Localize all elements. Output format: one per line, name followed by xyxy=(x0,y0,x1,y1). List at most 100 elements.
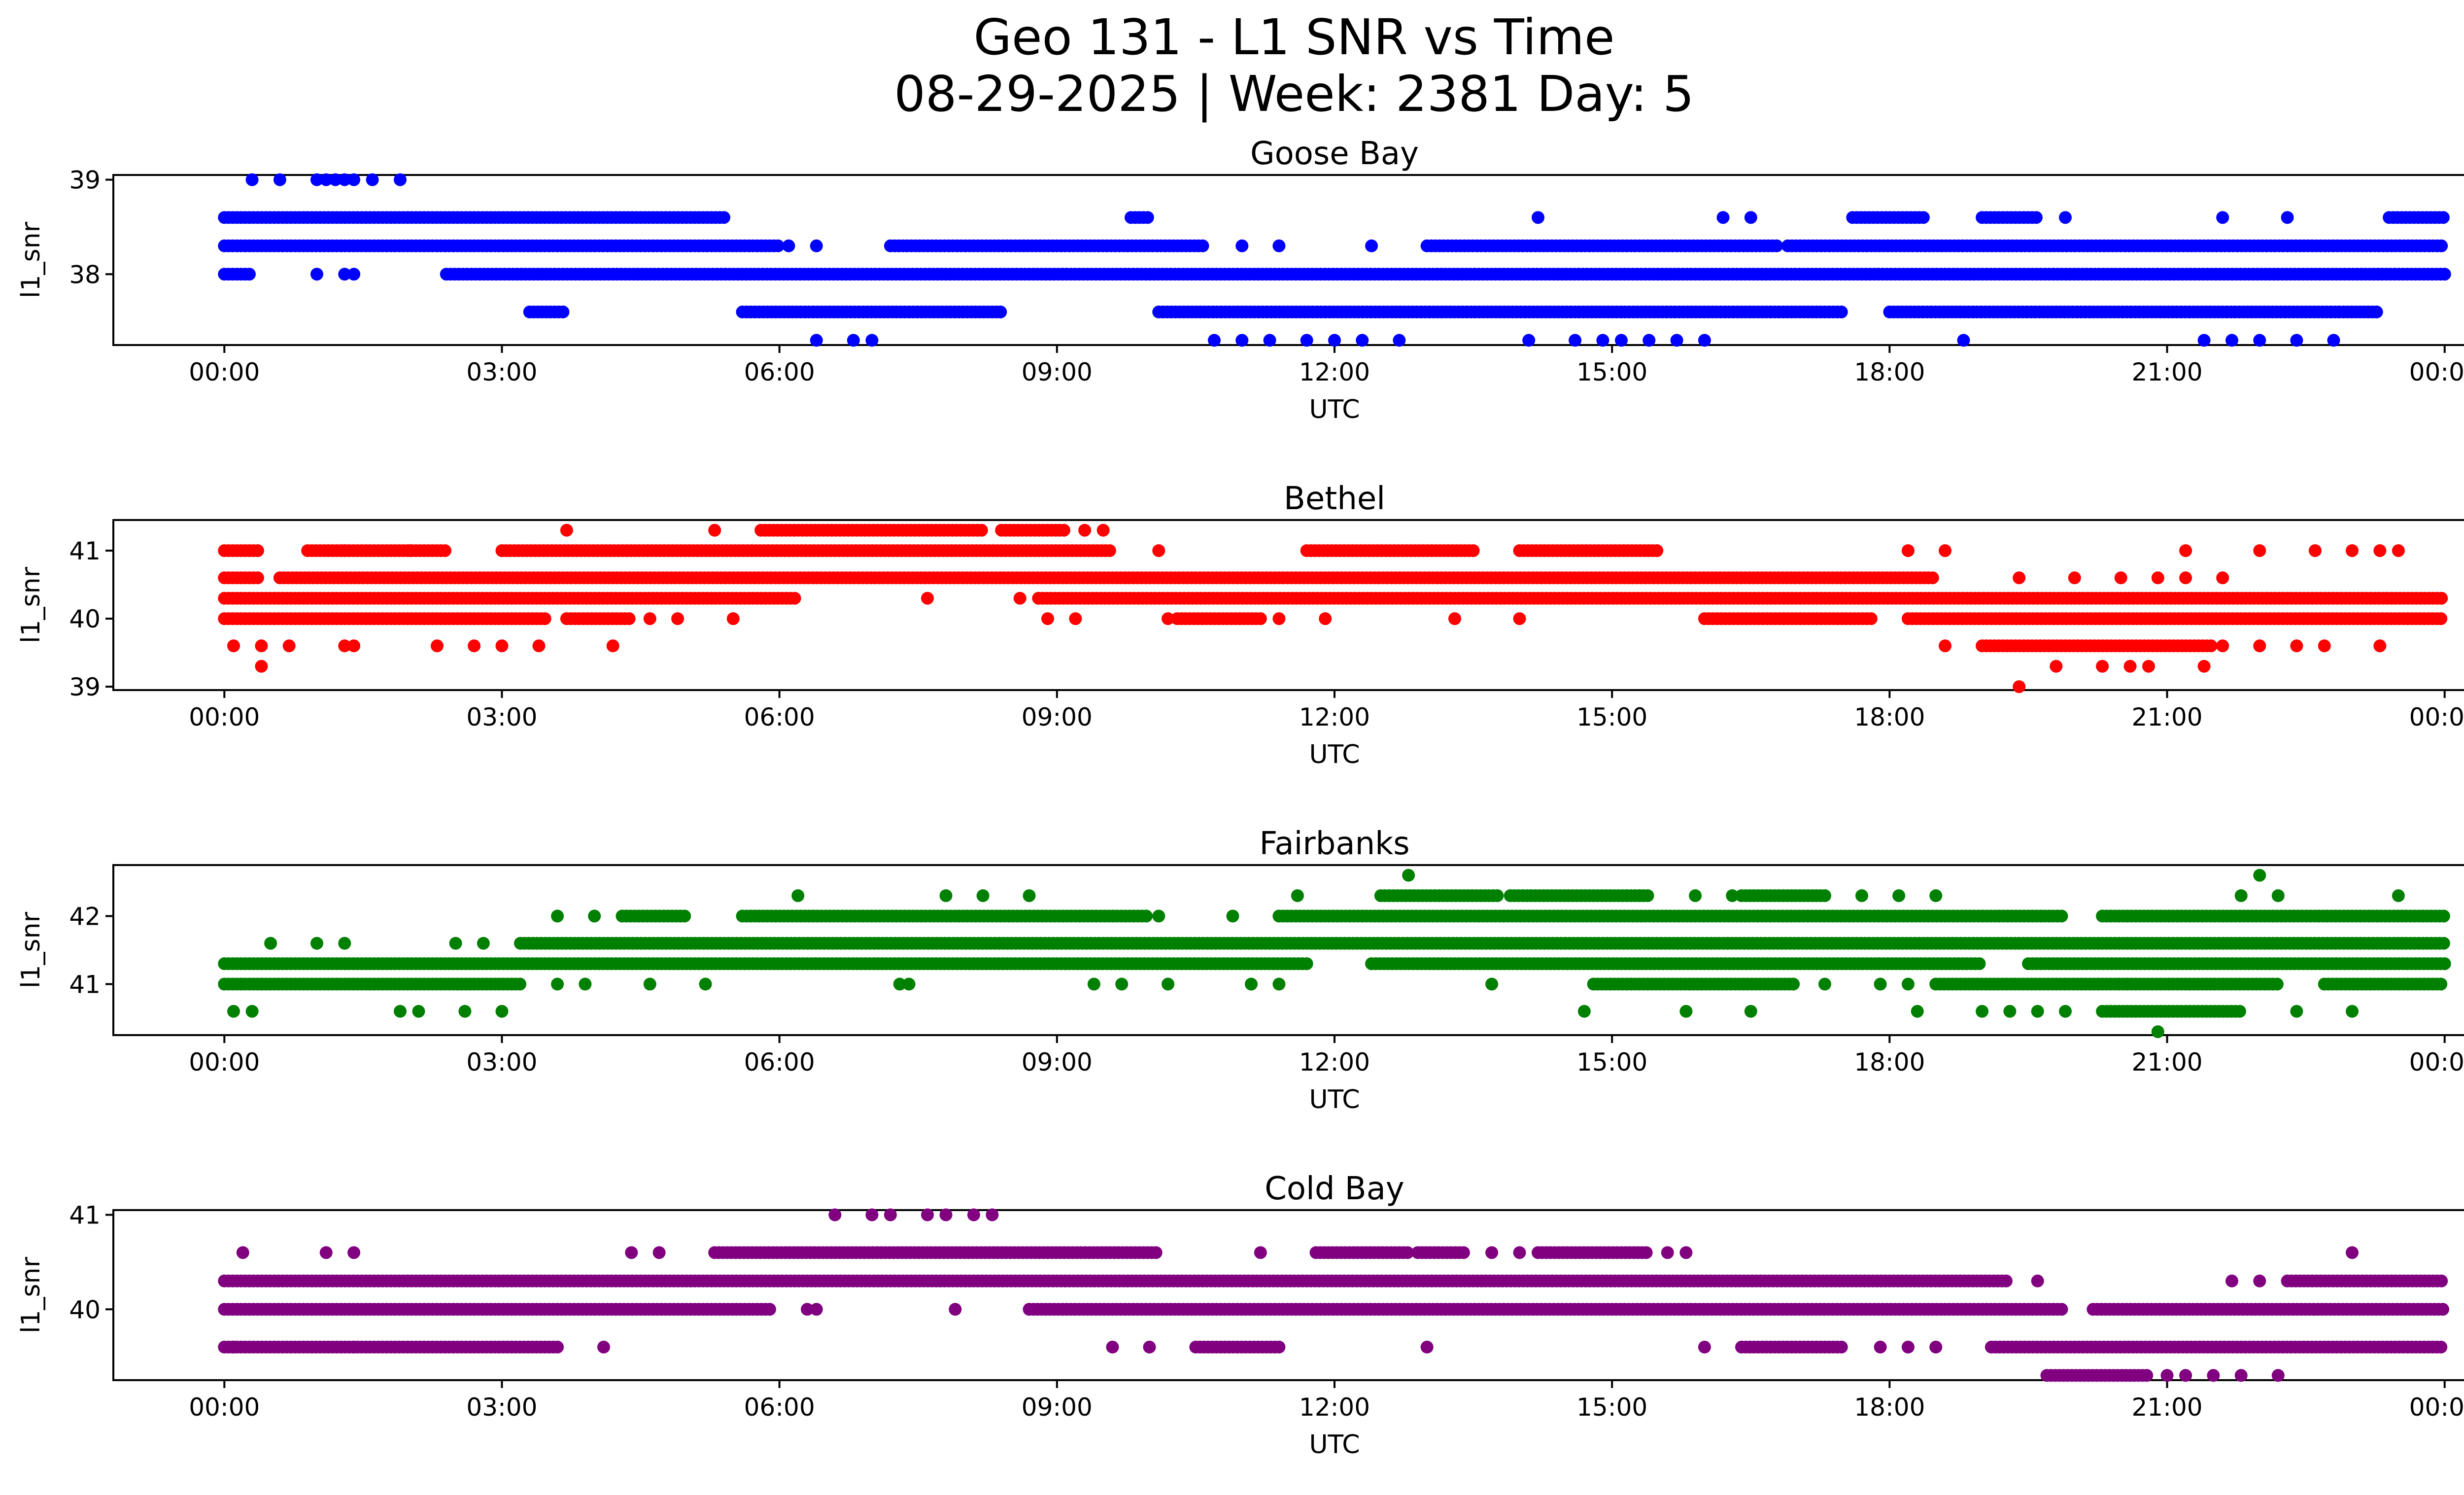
data-point xyxy=(1272,612,1286,626)
data-point xyxy=(282,639,296,653)
data-point xyxy=(1300,957,1313,971)
data-point xyxy=(2346,544,2359,557)
data-point xyxy=(347,639,361,653)
data-point xyxy=(976,889,990,903)
data-point xyxy=(2055,909,2068,923)
x-tick-label: 03:00 xyxy=(466,1048,537,1077)
data-point xyxy=(678,909,691,923)
data-point xyxy=(2204,639,2218,653)
data-point xyxy=(1467,544,1480,557)
data-point xyxy=(1115,977,1129,991)
x-tick-label: 03:00 xyxy=(466,358,537,386)
data-point xyxy=(2096,660,2109,673)
data-point xyxy=(2013,571,2026,585)
data-point xyxy=(310,173,323,186)
x-tick-label: 00:00 xyxy=(189,1393,260,1422)
data-point xyxy=(1140,909,1153,923)
data-point xyxy=(2151,571,2164,585)
data-point xyxy=(366,173,379,186)
data-point xyxy=(264,937,277,950)
data-point xyxy=(1103,544,1116,557)
x-tick-label: 18:00 xyxy=(1854,1048,1925,1077)
data-point xyxy=(1272,977,1286,991)
data-point xyxy=(251,571,264,585)
data-point xyxy=(329,173,342,186)
subplot-title: Goose Bay xyxy=(1250,136,1419,172)
data-point xyxy=(1901,544,1915,557)
data-point xyxy=(1041,612,1054,626)
y-axis-label: l1_snr xyxy=(16,221,46,298)
data-point xyxy=(771,239,785,252)
data-point xyxy=(718,211,730,224)
data-point xyxy=(1013,591,1027,605)
data-point xyxy=(2029,211,2043,224)
data-point xyxy=(338,544,351,557)
data-point xyxy=(1679,1005,1693,1018)
data-point xyxy=(1770,239,1783,252)
x-tick-label: 06:00 xyxy=(744,1048,815,1077)
x-tick-label: 12:00 xyxy=(1299,358,1370,386)
data-point xyxy=(1957,334,1970,347)
data-point xyxy=(1245,977,1258,991)
data-point xyxy=(579,977,592,991)
data-point xyxy=(1787,977,1800,991)
data-point xyxy=(1485,977,1499,991)
data-point xyxy=(726,612,740,626)
data-point xyxy=(1926,571,1939,585)
data-point xyxy=(347,173,361,186)
data-point xyxy=(1208,334,1221,347)
data-point xyxy=(2031,1005,2044,1018)
data-point xyxy=(1716,211,1730,224)
data-point xyxy=(1650,544,1664,557)
data-point xyxy=(2197,334,2211,347)
data-point xyxy=(1162,612,1175,626)
x-tick-label: 12:00 xyxy=(1299,1048,1370,1077)
data-point xyxy=(921,591,934,605)
data-point xyxy=(622,612,636,626)
axes-frame xyxy=(112,174,2464,346)
data-point xyxy=(2437,937,2450,950)
data-point xyxy=(1864,612,1878,626)
data-point xyxy=(1874,977,1887,991)
data-point xyxy=(865,334,879,347)
data-point xyxy=(2392,544,2405,557)
data-point xyxy=(2068,571,2081,585)
x-tick-label: 21:00 xyxy=(2131,703,2202,731)
x-tick-label: 03:00 xyxy=(466,703,537,731)
data-point xyxy=(439,544,451,557)
x-axis-label: UTC xyxy=(1309,1085,1360,1114)
data-point xyxy=(2253,639,2266,653)
data-point xyxy=(449,937,462,950)
data-point xyxy=(1939,544,1951,557)
data-point xyxy=(2003,1005,2017,1018)
data-point xyxy=(1596,334,1609,347)
data-point xyxy=(1911,1005,1924,1018)
data-point xyxy=(338,268,351,281)
data-point xyxy=(2271,889,2285,903)
data-point xyxy=(255,639,268,653)
data-point xyxy=(338,173,351,186)
data-point xyxy=(2216,639,2229,653)
data-point xyxy=(1291,889,1304,903)
data-point xyxy=(2253,334,2266,347)
x-tick-label: 03:00 xyxy=(466,1393,537,1422)
subplot-title: Bethel xyxy=(1284,481,1385,517)
data-point xyxy=(588,909,601,923)
data-point xyxy=(1162,977,1175,991)
x-tick-label: 00:00 xyxy=(189,358,260,386)
x-tick-label: 06:00 xyxy=(744,358,815,386)
data-point xyxy=(2151,1025,2164,1039)
data-point xyxy=(782,239,795,252)
data-point xyxy=(1057,523,1070,537)
data-point xyxy=(1835,305,1848,318)
data-point xyxy=(551,977,564,991)
data-point xyxy=(1263,334,1276,347)
series-points xyxy=(218,869,2451,1039)
subplot-title: Fairbanks xyxy=(1259,826,1409,862)
data-point xyxy=(1698,334,1711,347)
data-point xyxy=(1726,889,1739,903)
data-point xyxy=(2373,639,2387,653)
